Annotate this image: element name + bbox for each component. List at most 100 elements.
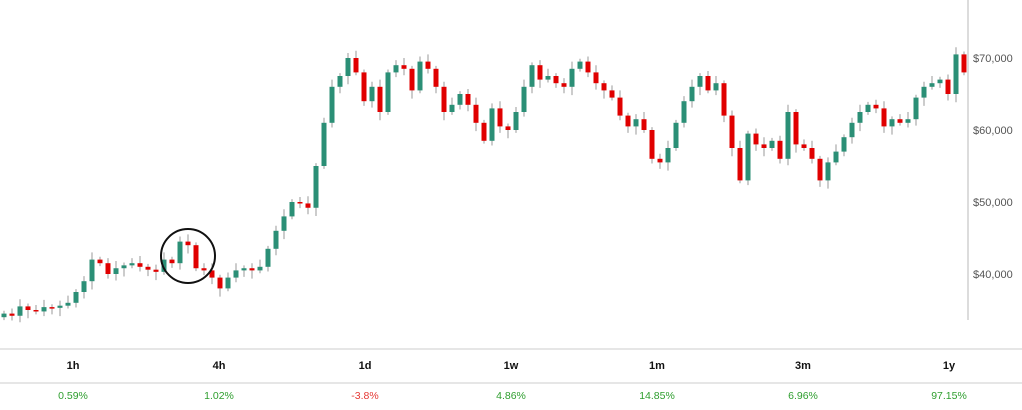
- candle-down: [193, 245, 199, 269]
- candle-up: [905, 119, 911, 123]
- candle-up: [569, 68, 575, 87]
- candle-up: [857, 112, 863, 123]
- candle-up: [529, 65, 535, 87]
- candle-down: [753, 133, 759, 145]
- candle-down: [961, 54, 967, 73]
- candle-down: [305, 203, 311, 208]
- y-tick-label: $60,000: [973, 125, 1013, 137]
- candle-up: [929, 83, 935, 87]
- period-change: 1.02%: [204, 390, 234, 402]
- candle-up: [889, 119, 895, 127]
- period-label: 1d: [358, 360, 372, 372]
- candle-up: [393, 65, 399, 73]
- candle-up: [913, 97, 919, 120]
- candle-up: [745, 133, 751, 181]
- candle-up: [545, 76, 551, 80]
- candle-down: [801, 144, 807, 148]
- candle-down: [649, 130, 655, 159]
- candle-down: [481, 122, 487, 141]
- candle-down: [49, 307, 55, 309]
- candle-down: [609, 90, 615, 98]
- period-label: 1y: [942, 360, 956, 372]
- candle-down: [729, 115, 735, 148]
- candle-up: [321, 122, 327, 166]
- candle-down: [601, 83, 607, 91]
- candle-up: [577, 61, 583, 69]
- period-label: 4h: [212, 360, 226, 372]
- candle-down: [553, 76, 559, 84]
- candle-down: [97, 259, 103, 264]
- period-change: 4.86%: [496, 390, 526, 402]
- performance-header-row: 1h 4h 1d 1w 1m 3m 1y: [0, 348, 1022, 384]
- candle-down: [617, 97, 623, 116]
- candle-down: [505, 126, 511, 130]
- candle-down: [9, 313, 15, 316]
- candle-up: [73, 292, 79, 303]
- candle-up: [521, 86, 527, 112]
- candle-up: [633, 119, 639, 127]
- candle-up: [785, 112, 791, 159]
- candle-down: [377, 86, 383, 112]
- period-change: 0.59%: [58, 390, 88, 402]
- candle-down: [945, 79, 951, 94]
- candle-up: [281, 216, 287, 231]
- y-tick-label: $40,000: [973, 269, 1013, 281]
- candle-down: [809, 148, 815, 159]
- candle-up: [265, 248, 271, 267]
- candle-down: [25, 306, 31, 310]
- candle-up: [697, 76, 703, 87]
- period-change: -3.8%: [351, 390, 379, 402]
- candle-down: [401, 65, 407, 69]
- candle-up: [833, 151, 839, 163]
- candle-down: [441, 86, 447, 112]
- period-label: 1m: [649, 360, 665, 372]
- period-label: 1w: [503, 360, 519, 372]
- candle-up: [673, 122, 679, 148]
- candle-up: [313, 166, 319, 208]
- candle-down: [641, 119, 647, 130]
- candle-down: [201, 268, 207, 271]
- candle-up: [369, 86, 375, 102]
- candle-up: [769, 140, 775, 148]
- candle-down: [353, 58, 359, 73]
- candle-up: [65, 302, 71, 306]
- candle-down: [425, 61, 431, 69]
- candle-down: [169, 259, 175, 264]
- candle-down: [737, 148, 743, 181]
- candle-down: [105, 263, 111, 274]
- period-label: 3m: [795, 360, 811, 372]
- candle-down: [561, 83, 567, 87]
- candle-up: [953, 54, 959, 94]
- candle-up: [273, 230, 279, 249]
- candle-down: [409, 68, 415, 91]
- candle-down: [217, 277, 223, 289]
- candle-up: [689, 86, 695, 102]
- candle-down: [153, 269, 159, 272]
- candle-up: [161, 259, 167, 272]
- candle-up: [489, 108, 495, 141]
- candle-up: [449, 104, 455, 112]
- candle-down: [465, 94, 471, 105]
- candle-down: [657, 158, 663, 163]
- candle-down: [249, 268, 255, 271]
- candle-up: [457, 94, 463, 105]
- candle-down: [881, 108, 887, 127]
- candle-up: [713, 83, 719, 91]
- candle-up: [225, 277, 231, 289]
- candle-down: [473, 104, 479, 123]
- candle-up: [257, 266, 263, 271]
- candle-down: [537, 65, 543, 80]
- candle-up: [665, 148, 671, 163]
- candle-up: [345, 58, 351, 76]
- candlestick-chart: $70,000 $60,000 $50,000 $40,000: [1, 0, 1013, 323]
- candle-up: [417, 61, 423, 91]
- period-change: 97.15%: [931, 390, 967, 402]
- candle-up: [113, 268, 119, 274]
- candle-up: [937, 79, 943, 84]
- candle-up: [849, 122, 855, 138]
- candle-up: [81, 281, 87, 292]
- candle-up: [129, 263, 135, 266]
- candle-down: [137, 263, 143, 267]
- candle-down: [585, 61, 591, 73]
- candle-down: [777, 140, 783, 159]
